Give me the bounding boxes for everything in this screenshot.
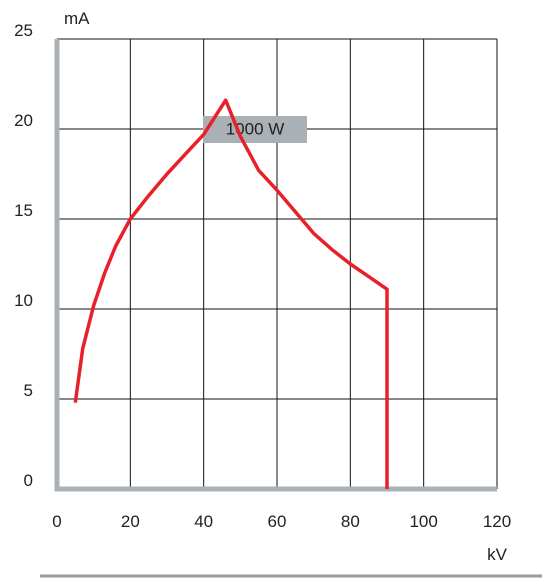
y-tick-label: 15	[14, 201, 33, 220]
grid	[57, 38, 498, 489]
x-tick-label: 100	[409, 512, 437, 531]
series	[73, 98, 389, 489]
axes	[54, 39, 497, 492]
series-line	[73, 98, 389, 489]
tick-labels: 0 20 40 60 80 100 120 0 5 10 15 20 25	[14, 21, 511, 531]
y-tick-label: 0	[24, 471, 33, 490]
y-tick-label: 10	[14, 291, 33, 310]
x-tick-label: 40	[194, 512, 213, 531]
x-tick-label: 60	[268, 512, 287, 531]
annotation-box	[203, 116, 307, 143]
x-tick-label: 80	[341, 512, 360, 531]
y-tick-label: 25	[14, 21, 33, 40]
y-axis-unit: mA	[64, 9, 90, 28]
y-tick-label: 5	[24, 381, 33, 400]
x-tick-label: 120	[483, 512, 511, 531]
annotation: 1000 W	[203, 116, 307, 143]
x-tick-label: 20	[121, 512, 140, 531]
y-tick-label: 20	[14, 111, 33, 130]
x-axis-unit: kV	[487, 545, 508, 564]
x-tick-label: 0	[52, 512, 61, 531]
